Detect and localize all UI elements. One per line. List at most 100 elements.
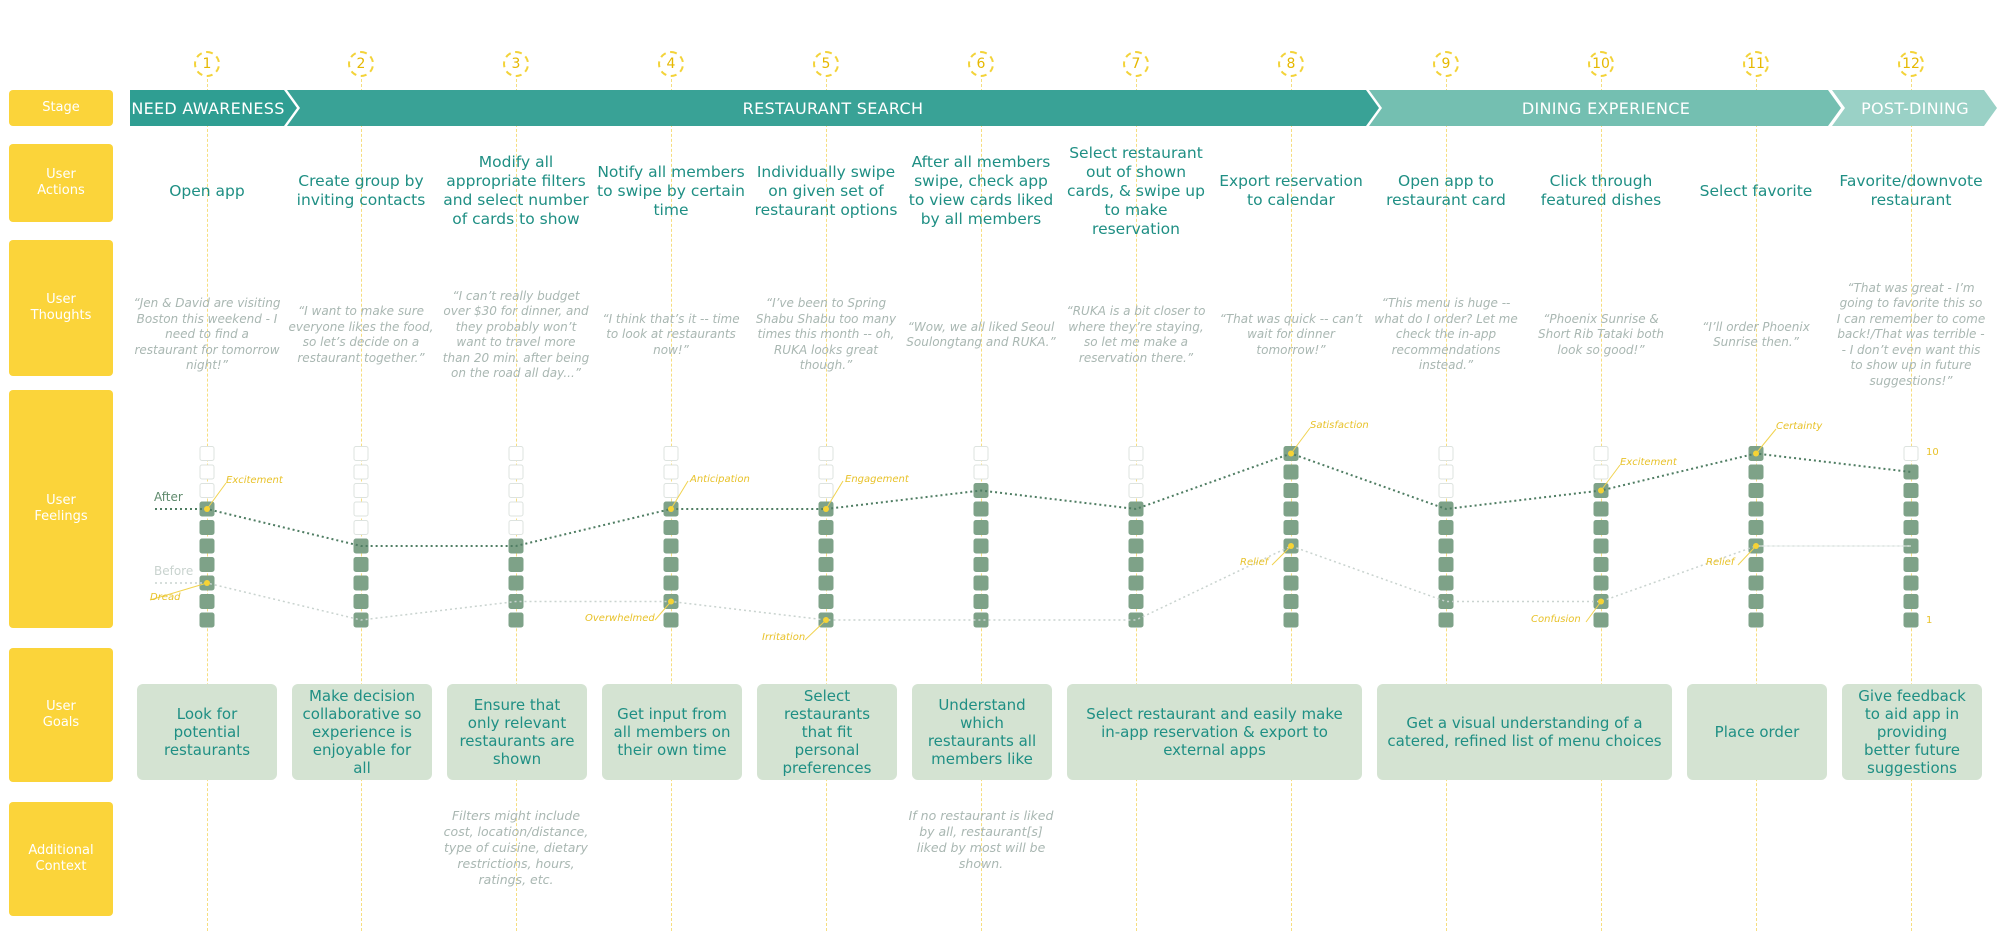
step-number: 12 <box>1898 51 1924 77</box>
feeling-square-filled <box>818 557 834 572</box>
emotion-leader-line <box>825 480 844 510</box>
step-number: 11 <box>1743 51 1769 77</box>
feeling-square-filled <box>353 594 369 609</box>
feeling-square-filled <box>973 612 989 628</box>
feeling-square-filled <box>1283 594 1299 609</box>
emotion-label: Relief <box>1240 557 1269 568</box>
feeling-square-empty <box>1128 446 1144 461</box>
user-action: Create group by inviting contacts <box>296 172 426 209</box>
feeling-square-empty <box>973 446 989 461</box>
user-action: Individually swipe on given set of resta… <box>754 162 898 219</box>
feeling-square-filled <box>1593 520 1609 535</box>
feeling-square-filled <box>818 594 834 609</box>
emotion-leader-line <box>1600 464 1621 491</box>
feeling-square-filled <box>1903 483 1919 498</box>
user-goal: Understand which restaurants all members… <box>912 684 1052 780</box>
emotion-label: Overwhelmed <box>585 613 655 624</box>
feeling-square-filled <box>973 501 989 517</box>
feeling-square-filled <box>353 575 369 591</box>
emotion-leader-line <box>206 482 227 510</box>
feeling-square-filled <box>973 575 989 591</box>
user-thought: “I want to make sure everyone likes the … <box>288 304 434 365</box>
feeling-square-filled <box>663 575 679 591</box>
context-note-no-restaurant: If no restaurant is liked by all, restau… <box>908 808 1054 871</box>
user-thought: “I can’t really budget over $30 for dinn… <box>442 288 590 381</box>
feeling-square-filled <box>1903 501 1919 517</box>
feeling-square-empty <box>353 446 369 461</box>
row-label-text: User Thoughts <box>30 292 92 323</box>
context-note-filters: Filters might include cost, location/dis… <box>443 808 589 887</box>
feeling-square-filled <box>199 538 215 554</box>
feeling-square-filled <box>508 557 524 572</box>
feeling-square-empty <box>353 501 369 517</box>
feeling-square-empty <box>818 464 834 480</box>
feeling-square-filled <box>1903 464 1919 480</box>
feeling-square-filled <box>973 557 989 572</box>
user-goal: Look for potential restaurants <box>137 684 277 780</box>
feeling-square-filled <box>1283 575 1299 591</box>
scale-max-label: 10 <box>1926 447 1939 458</box>
feeling-square-filled <box>1128 575 1144 591</box>
feeling-square-filled <box>818 538 834 554</box>
after-label: After <box>154 490 183 504</box>
stage-need-awareness: NEED AWARENESS <box>131 98 285 118</box>
feeling-square-empty <box>1128 483 1144 498</box>
user-action: Export reservation to calendar <box>1219 172 1363 209</box>
feeling-square-filled <box>1438 612 1454 628</box>
feeling-square-filled <box>1438 575 1454 591</box>
user-action: Modify all appropriate filters and selec… <box>443 153 589 228</box>
user-thought: “RUKA is a bit closer to where they’re s… <box>1066 304 1206 365</box>
feeling-square-empty <box>1438 446 1454 461</box>
feeling-square-empty <box>818 483 834 498</box>
feeling-square-filled <box>1748 483 1764 498</box>
emotion-marker <box>1598 487 1604 494</box>
emotion-marker <box>668 506 674 512</box>
feeling-square-empty <box>199 446 215 461</box>
feeling-square-empty <box>508 483 524 498</box>
feeling-square-filled <box>1748 594 1764 609</box>
user-goal: Get a visual understanding of a catered,… <box>1377 684 1672 780</box>
emotion-marker <box>823 617 829 623</box>
feeling-square-empty <box>1903 446 1919 461</box>
feeling-square-empty <box>508 501 524 517</box>
feeling-square-empty <box>199 464 215 480</box>
user-action: Select restaurant out of shown cards, & … <box>1067 143 1205 238</box>
user-action: Select favorite <box>1699 181 1813 200</box>
feeling-square-filled <box>663 557 679 572</box>
emotion-leader-line <box>1271 545 1292 566</box>
emotion-leader-line <box>1585 601 1602 623</box>
feeling-square-filled <box>1283 464 1299 480</box>
step-number: 3 <box>503 51 529 77</box>
feeling-square-filled <box>663 538 679 554</box>
stage-arrow-post-dining <box>1832 90 1997 126</box>
row-label-user-feelings: User Feelings <box>9 390 113 628</box>
feeling-square-filled <box>1283 520 1299 535</box>
emotion-leader-line <box>149 582 208 601</box>
user-goal: Get input from all members on their own … <box>602 684 742 780</box>
feeling-square-filled <box>1593 575 1609 591</box>
feeling-square-filled <box>1593 612 1609 628</box>
feeling-square-empty <box>353 520 369 535</box>
user-goal: Select restaurant and easily make in-app… <box>1067 684 1362 780</box>
feeling-square-filled <box>1438 538 1454 554</box>
feeling-square-filled <box>1438 594 1454 609</box>
feeling-square-filled <box>199 520 215 535</box>
feeling-square-filled <box>663 612 679 628</box>
row-label-user-thoughts: User Thoughts <box>9 240 113 376</box>
feeling-square-empty <box>1438 464 1454 480</box>
feeling-square-empty <box>353 483 369 498</box>
feeling-square-empty <box>663 446 679 461</box>
feeling-square-filled <box>508 575 524 591</box>
feeling-square-empty <box>508 464 524 480</box>
feeling-square-empty <box>508 446 524 461</box>
row-label-additional-context: Additional Context <box>9 802 113 916</box>
feeling-square-filled <box>1283 612 1299 628</box>
feeling-square-empty <box>199 483 215 498</box>
feeling-square-filled <box>1748 575 1764 591</box>
after-feeling-line <box>155 452 1912 547</box>
feeling-square-filled <box>818 575 834 591</box>
emotion-marker <box>1753 543 1759 549</box>
feeling-square-empty <box>1128 464 1144 480</box>
emotion-label: Dread <box>150 592 181 603</box>
